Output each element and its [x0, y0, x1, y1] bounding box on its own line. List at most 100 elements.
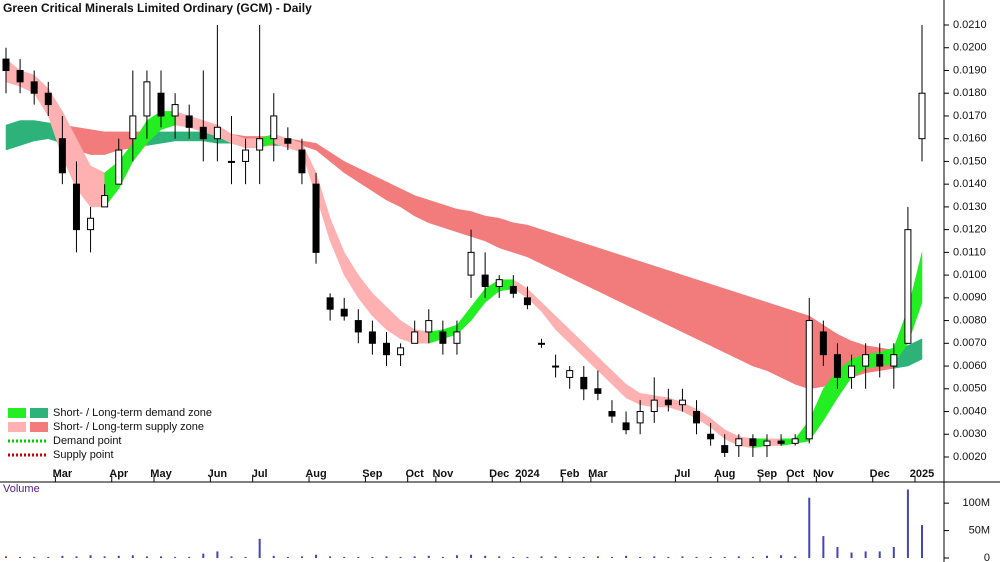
long-band-segment: [5, 120, 21, 151]
volume-bar: [723, 556, 726, 558]
long-band-segment: [625, 256, 641, 312]
candle-body: [284, 138, 292, 144]
long-band-segment: [766, 302, 782, 378]
long-band-segment: [19, 120, 35, 146]
legend-label: Demand point: [53, 435, 122, 447]
volume-bar: [864, 551, 867, 558]
candle-body: [312, 183, 320, 253]
x-tick-label: Apr: [109, 468, 129, 480]
candle-body: [467, 251, 475, 276]
y-tick-label: 0.0020: [953, 451, 987, 463]
volume-bar: [258, 538, 261, 558]
volume-bar: [709, 556, 712, 558]
volume-bar: [470, 554, 473, 558]
long-band-segment: [724, 288, 740, 360]
candle-body: [326, 297, 334, 310]
volume-bar: [582, 556, 585, 558]
long-band-segment: [428, 199, 444, 228]
volume-bar: [427, 555, 430, 558]
y-tick-label: 0.0130: [953, 201, 987, 213]
y-tick-label: 0.0060: [953, 360, 987, 372]
volume-bar: [596, 556, 599, 558]
long-band-segment: [527, 224, 542, 265]
legend-swatch: [8, 408, 26, 418]
candle-body: [890, 354, 898, 367]
legend-swatch: [8, 422, 26, 432]
candle-body: [862, 354, 870, 367]
candle-body: [143, 81, 151, 117]
long-band-segment: [907, 338, 923, 367]
candle-body: [425, 320, 433, 333]
candle-body: [707, 433, 715, 440]
volume-bar: [103, 556, 106, 558]
y-tick-label: 0.0160: [953, 133, 987, 145]
x-tick-label: Oct: [786, 468, 805, 480]
candle-body: [199, 126, 207, 140]
x-tick-label: Jun: [208, 468, 228, 480]
x-tick-label: 2024: [515, 468, 540, 480]
volume-bar: [921, 525, 923, 558]
volume-bar: [33, 556, 36, 558]
volume-bar: [780, 555, 783, 558]
x-tick-label: 2025: [910, 468, 934, 480]
candle-body: [411, 331, 419, 344]
x-tick-label: Jul: [674, 468, 690, 480]
x-tick-label: Nov: [432, 468, 454, 480]
candle-body: [495, 279, 503, 287]
long-band-segment: [456, 208, 472, 237]
candles: [2, 25, 926, 457]
candle-body: [87, 217, 95, 231]
candle-body: [129, 115, 137, 140]
candle-body: [594, 388, 602, 394]
y-tick-label: 0.0070: [953, 337, 987, 349]
x-tick-label: Mar: [588, 468, 608, 480]
x-tick-label: Jul: [252, 468, 268, 480]
volume-bar: [906, 489, 909, 558]
candle-body: [72, 183, 80, 231]
candle-body: [101, 195, 109, 208]
volume-bar: [413, 556, 416, 558]
y-tick-label: 0.0080: [953, 314, 987, 326]
x-tick-label: Aug: [714, 468, 735, 480]
volume-bar: [202, 553, 205, 558]
candle-body: [453, 331, 461, 344]
volume-bar: [892, 547, 895, 558]
volume-bar: [315, 554, 318, 558]
candle-body: [566, 370, 574, 378]
candle-body: [819, 331, 827, 356]
volume-bar: [610, 556, 613, 558]
y-tick-label: 0.0100: [953, 269, 987, 281]
candle-body: [227, 160, 235, 163]
candle-body: [693, 411, 701, 424]
volume-bar: [667, 556, 670, 558]
candle-body: [552, 365, 560, 368]
volume-bar: [625, 555, 628, 558]
volume-bar: [117, 555, 120, 558]
candle-body: [848, 365, 856, 378]
long-band-segment: [174, 131, 190, 142]
candle-body: [904, 229, 912, 344]
y-tick-label: 0.0040: [953, 405, 987, 417]
chart-title: Green Critical Minerals Limited Ordinary…: [3, 1, 312, 15]
volume-bar: [850, 552, 853, 558]
volume-bar: [836, 547, 839, 558]
volume-bar: [160, 556, 163, 558]
x-tick-label: Dec: [870, 468, 890, 480]
volume-bar: [878, 551, 881, 558]
candle-body: [368, 331, 376, 344]
candle-body: [664, 399, 672, 406]
candle-body: [608, 411, 616, 417]
x-tick-label: Nov: [813, 468, 835, 480]
volume-bar: [526, 556, 529, 558]
long-band-segment: [738, 292, 754, 367]
candle-body: [171, 104, 179, 117]
volume-tick-label: 0: [984, 552, 990, 562]
long-band-segment: [696, 279, 711, 346]
long-band-segment: [470, 211, 486, 242]
candle-body: [918, 92, 926, 140]
candle-body: [16, 69, 24, 83]
x-tick-label: Feb: [560, 468, 580, 480]
y-tick-label: 0.0200: [953, 42, 987, 54]
volume-bar: [512, 556, 515, 558]
long-band-segment: [541, 229, 556, 271]
